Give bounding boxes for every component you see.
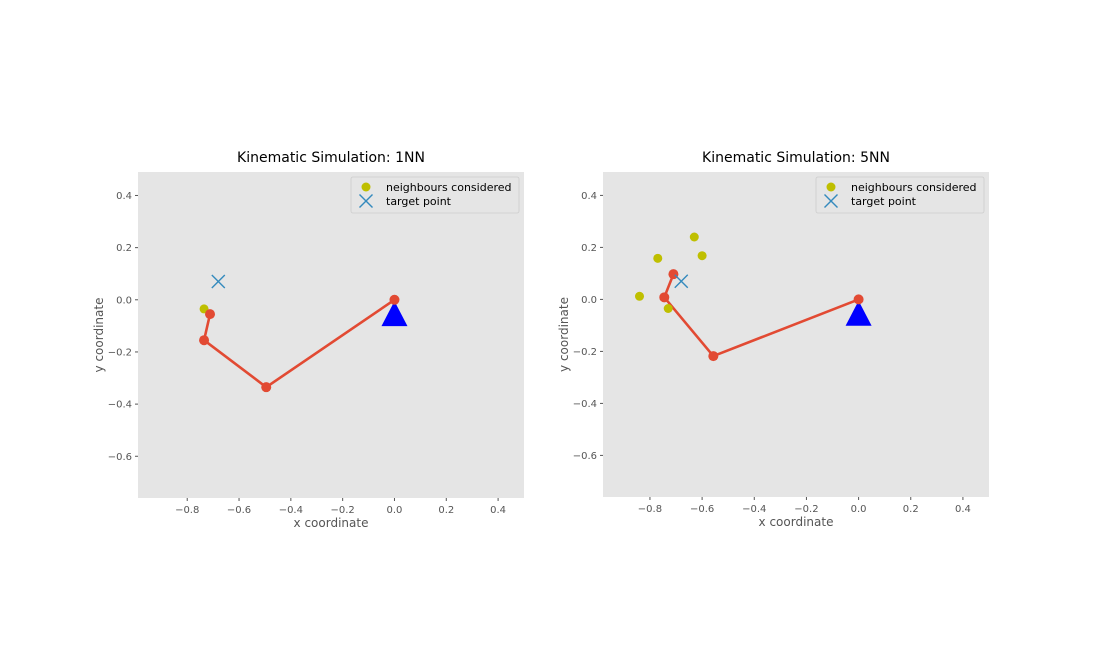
y-tick-label: 0.0 — [116, 295, 132, 306]
legend: neighbours considered target point — [815, 176, 985, 214]
x-axis-ticks: −0.8 −0.6 −0.4 −0.2 0.0 0.2 0.4 — [638, 497, 971, 515]
y-tick-label: 0.4 — [116, 191, 132, 202]
x-axis-ticks: −0.8 −0.6 −0.4 −0.2 0.0 0.2 0.4 — [175, 498, 506, 516]
y-axis-label: y coordinate — [557, 297, 571, 372]
y-tick-label: −0.6 — [573, 451, 597, 462]
neighbour-point — [653, 253, 663, 263]
x-tick-label: −0.6 — [690, 504, 714, 515]
legend-neighbours-marker — [361, 182, 371, 192]
arm-base-marker — [381, 301, 408, 327]
y-axis-ticks: 0.4 0.2 0.0 −0.2 −0.4 −0.6 — [108, 191, 138, 463]
chart-5nn: Kinematic Simulation: 5NN x coordinate y… — [557, 150, 989, 529]
x-tick-label: 0.0 — [851, 504, 867, 515]
chart-marks — [199, 274, 408, 393]
x-tick-label: 0.2 — [903, 504, 919, 515]
legend-neighbours-marker — [826, 182, 836, 192]
arm-joint — [199, 335, 210, 346]
x-tick-label: 0.4 — [490, 505, 506, 516]
target-point-marker — [674, 274, 689, 289]
chart-title: Kinematic Simulation: 5NN — [702, 150, 890, 166]
legend: neighbours considered target point — [350, 176, 520, 214]
x-tick-label: 0.0 — [387, 505, 403, 516]
y-tick-label: 0.2 — [581, 243, 597, 254]
neighbour-point — [663, 304, 673, 313]
y-tick-label: 0.2 — [116, 243, 132, 254]
y-axis-ticks: 0.4 0.2 0.0 −0.2 −0.4 −0.6 — [573, 191, 603, 462]
x-tick-label: −0.6 — [227, 505, 251, 516]
chart-marks — [635, 232, 872, 362]
neighbour-point — [697, 251, 707, 261]
x-axis-label: x coordinate — [294, 516, 369, 530]
y-tick-label: −0.4 — [573, 399, 597, 410]
neighbour-point — [635, 291, 645, 301]
arm-base-marker — [845, 300, 872, 326]
legend-target-label: target point — [386, 195, 452, 208]
legend-neighbours-label: neighbours considered — [386, 181, 512, 194]
x-tick-label: −0.4 — [742, 504, 766, 515]
y-tick-label: 0.0 — [581, 295, 597, 306]
legend-target-marker — [824, 194, 838, 208]
arm-joint — [205, 309, 216, 320]
neighbour-point — [689, 232, 699, 242]
y-tick-label: −0.2 — [573, 347, 597, 358]
arm-line — [202, 298, 396, 389]
x-tick-label: 0.2 — [438, 505, 454, 516]
plot-area — [138, 172, 524, 498]
legend-target-x — [359, 194, 373, 208]
chart-title: Kinematic Simulation: 1NN — [237, 150, 425, 166]
x-tick-label: −0.4 — [279, 505, 303, 516]
arm-joint — [261, 382, 272, 393]
x-tick-label: −0.2 — [794, 504, 818, 515]
legend-target-x — [824, 194, 838, 208]
arm-joint — [853, 294, 864, 305]
x-tick-label: −0.8 — [175, 505, 199, 516]
arm-line — [662, 273, 860, 358]
plot-area — [603, 172, 989, 497]
x-tick-label: 0.4 — [955, 504, 971, 515]
y-axis-label: y coordinate — [92, 298, 106, 373]
arm-joint — [708, 351, 719, 362]
chart-1nn: Kinematic Simulation: 1NN x coordinate y… — [92, 150, 524, 530]
arm-joint — [389, 294, 400, 305]
legend-box — [815, 176, 985, 214]
x-tick-label: −0.2 — [331, 505, 355, 516]
legend-neighbours-label: neighbours considered — [851, 181, 977, 194]
target-point-marker — [211, 274, 226, 289]
x-tick-label: −0.8 — [638, 504, 662, 515]
legend-box — [350, 176, 520, 214]
arm-joint — [659, 292, 670, 303]
legend-target-marker — [359, 194, 373, 208]
y-tick-label: 0.4 — [581, 191, 597, 202]
y-tick-label: −0.6 — [108, 452, 132, 463]
x-axis-label: x coordinate — [759, 515, 834, 529]
legend-target-label: target point — [851, 195, 917, 208]
y-tick-label: −0.4 — [108, 400, 132, 411]
y-tick-label: −0.2 — [108, 347, 132, 358]
